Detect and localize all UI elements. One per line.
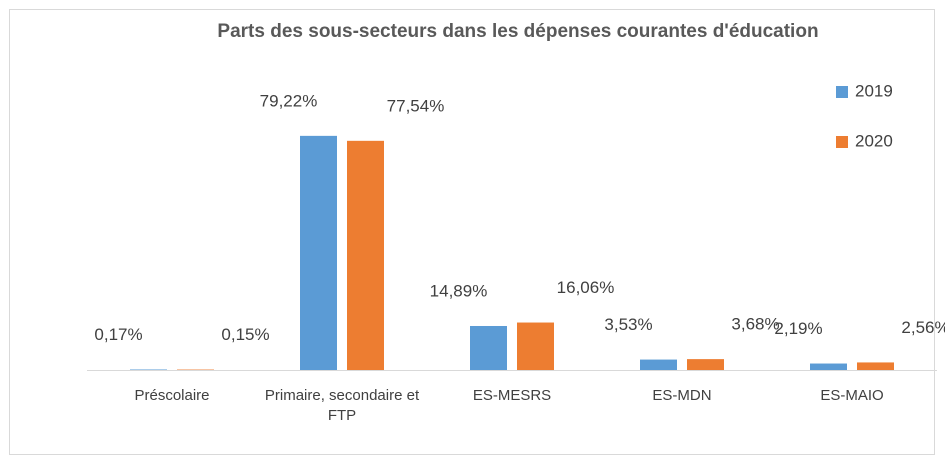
x-tick-label: Primaire, secondaire et FTP — [264, 387, 420, 424]
data-label: 0,15% — [221, 325, 269, 344]
x-tick-label: ES-MESRS — [472, 387, 552, 404]
legend-label: 2020 — [855, 131, 893, 150]
data-label: 0,17% — [94, 325, 142, 344]
data-label: 77,54% — [387, 96, 445, 115]
legend-swatch — [836, 86, 848, 98]
legend-swatch — [836, 136, 848, 148]
x-tick-label: Préscolaire — [134, 387, 210, 404]
bar — [470, 325, 507, 370]
chart-frame — [9, 9, 935, 455]
chart-title: Parts des sous-secteurs dans les dépense… — [217, 21, 818, 42]
data-label: 2,56% — [901, 318, 945, 337]
bar — [857, 362, 894, 370]
data-label: 14,89% — [430, 281, 488, 300]
bar — [687, 359, 724, 370]
data-label: 3,68% — [731, 315, 779, 334]
x-tick-label: ES-MAIO — [820, 387, 884, 404]
bar — [300, 135, 337, 370]
data-label: 79,22% — [260, 91, 318, 110]
data-label: 3,53% — [604, 315, 652, 334]
bar — [517, 322, 554, 370]
legend-label: 2019 — [855, 81, 893, 100]
data-label: 16,06% — [557, 278, 615, 297]
bar — [347, 140, 384, 370]
bar — [130, 369, 167, 370]
x-tick-label: ES-MDN — [652, 387, 712, 404]
bar — [640, 359, 677, 370]
bar — [810, 363, 847, 370]
data-label: 2,19% — [774, 319, 822, 338]
